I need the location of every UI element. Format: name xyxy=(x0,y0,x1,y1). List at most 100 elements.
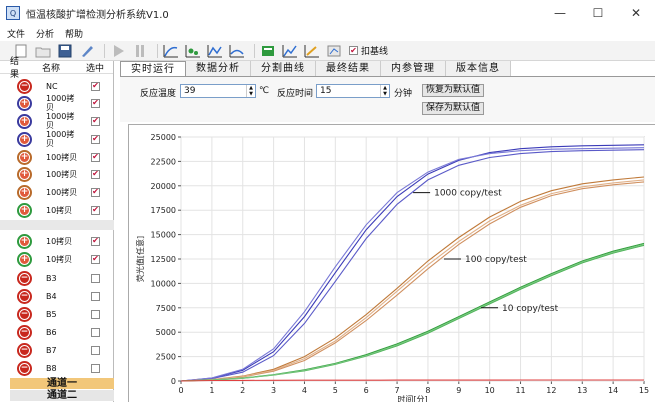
channel-name: 10拷贝 xyxy=(46,236,73,246)
header-name: 名称 xyxy=(42,63,61,74)
channel-select-checkbox[interactable]: ✔ xyxy=(91,187,100,197)
tab-split-curve[interactable]: 分割曲线 xyxy=(251,61,316,76)
channel-row[interactable]: − B6 xyxy=(0,323,114,341)
tab-internal-ref[interactable]: 内参管理 xyxy=(381,61,446,76)
baseline-label: 扣基线 xyxy=(361,47,389,57)
channel-select-checkbox[interactable] xyxy=(91,345,100,355)
baseline-toggle[interactable]: ✔ 扣基线 xyxy=(349,44,388,57)
channel-select-checkbox[interactable]: ✔ xyxy=(91,134,100,144)
minimize-button[interactable]: — xyxy=(554,6,566,20)
channel-row[interactable]: − B7 xyxy=(0,341,114,359)
channel-select-checkbox[interactable]: ✔ xyxy=(91,236,100,246)
x-axis-label: 时间[分] xyxy=(397,394,427,402)
y-tick-label: 22500 xyxy=(151,157,176,166)
channel-select-checkbox[interactable] xyxy=(91,309,100,319)
channel-select-checkbox[interactable]: ✔ xyxy=(91,116,100,126)
menu-help[interactable]: 帮助 xyxy=(65,30,84,40)
positive-result-icon: + xyxy=(17,202,32,218)
tab-final-result[interactable]: 最终结果 xyxy=(316,61,381,76)
series-line xyxy=(180,181,645,382)
channel-name: B5 xyxy=(46,309,57,319)
channel-row[interactable]: − B8 xyxy=(0,359,114,377)
toolbar-separator xyxy=(104,43,105,58)
channel-select-checkbox[interactable] xyxy=(91,273,100,283)
menu-file[interactable]: 文件 xyxy=(7,30,26,40)
channel-row[interactable]: +1000拷贝 ✔ xyxy=(0,130,114,148)
x-tick-label: 4 xyxy=(302,386,307,395)
channel-select-checkbox[interactable] xyxy=(91,291,100,301)
y-tick-label: 12500 xyxy=(151,255,176,264)
save-default-button[interactable]: 保存为默认值 xyxy=(422,102,485,115)
time-spinbox[interactable]: 15 ▲ ▼ xyxy=(316,84,390,98)
channel-row[interactable]: +10拷贝 ✔ xyxy=(0,250,114,268)
channel-select-checkbox[interactable]: ✔ xyxy=(91,205,100,215)
tab-realtime[interactable]: 实时运行 xyxy=(120,61,186,76)
channel-tab-1[interactable]: 通道一 xyxy=(10,378,114,389)
channel-row[interactable]: +10拷贝 ✔ xyxy=(0,201,114,219)
annotation-label: 10 copy/test xyxy=(502,304,559,314)
channel-row[interactable]: +100拷贝 ✔ xyxy=(0,148,114,166)
positive-result-icon: + xyxy=(17,113,32,129)
channel-name: 100拷贝 xyxy=(46,169,78,179)
x-tick-label: 5 xyxy=(333,386,338,395)
header-result: 结果 xyxy=(10,57,20,80)
chart-icon-1[interactable] xyxy=(162,43,180,59)
channel-table-header: 结果 名称 选中 xyxy=(0,57,113,80)
chart-icon-3[interactable] xyxy=(206,43,224,59)
positive-result-icon: + xyxy=(17,251,32,267)
temperature-spinbox[interactable]: 39 ▲ ▼ xyxy=(180,84,256,98)
save-icon[interactable] xyxy=(56,43,74,59)
channel-row[interactable]: − B3 xyxy=(0,269,114,287)
temperature-spin-arrows[interactable]: ▲ ▼ xyxy=(246,85,255,97)
channel-select-checkbox[interactable]: ✔ xyxy=(91,169,100,179)
amplification-chart: 0 1 2 3 4 5 6 7 8 9 10 11 12 13 14 15025005000750010000… xyxy=(135,133,649,402)
x-tick-label: 3 xyxy=(271,386,276,395)
channel-row[interactable]: +100拷贝 ✔ xyxy=(0,165,114,183)
channel-name: B7 xyxy=(46,345,57,355)
close-button[interactable]: ✕ xyxy=(630,6,642,20)
channel-tab-2[interactable]: 通道二 xyxy=(10,390,114,401)
negative-result-icon: − xyxy=(17,288,32,304)
chart-icon-7[interactable] xyxy=(303,43,321,59)
channel-name: B4 xyxy=(46,291,57,301)
channel-row[interactable]: +10拷贝 ✔ xyxy=(0,232,114,250)
channel-row[interactable]: − B4 xyxy=(0,287,114,305)
menu-analysis[interactable]: 分析 xyxy=(36,30,55,40)
temperature-value: 39 xyxy=(184,86,196,96)
x-tick-label: 11 xyxy=(515,386,525,395)
channel-select-checkbox[interactable]: ✔ xyxy=(91,81,100,91)
series-line xyxy=(180,176,645,382)
new-file-icon[interactable] xyxy=(12,43,30,59)
open-folder-icon[interactable] xyxy=(34,43,52,59)
x-tick-label: 14 xyxy=(608,386,618,395)
app-icon: Q xyxy=(6,6,20,20)
channel-row[interactable]: − NC ✔ xyxy=(0,77,114,95)
channel-select-checkbox[interactable]: ✔ xyxy=(91,98,100,108)
play-icon[interactable] xyxy=(109,43,127,59)
restore-default-button[interactable]: 恢复为默认值 xyxy=(422,84,485,97)
channel-row[interactable]: − B5 xyxy=(0,305,114,323)
channel-select-checkbox[interactable] xyxy=(91,327,100,337)
channel-row[interactable]: +1000拷贝 ✔ xyxy=(0,94,114,112)
channel-select-checkbox[interactable]: ✔ xyxy=(91,152,100,162)
x-tick-label: 7 xyxy=(395,386,400,395)
pause-icon[interactable] xyxy=(131,43,149,59)
list-divider xyxy=(0,220,114,230)
chart-icon-6[interactable] xyxy=(281,43,299,59)
maximize-button[interactable]: ☐ xyxy=(592,6,604,20)
chart-icon-8[interactable] xyxy=(325,43,343,59)
baseline-checkbox[interactable]: ✔ xyxy=(349,45,358,55)
channel-select-checkbox[interactable]: ✔ xyxy=(91,254,100,264)
channel-row[interactable]: +100拷贝 ✔ xyxy=(0,183,114,201)
tab-version-info[interactable]: 版本信息 xyxy=(446,61,511,76)
chart-icon-4[interactable] xyxy=(228,43,246,59)
channel-select-checkbox[interactable] xyxy=(91,363,100,373)
time-spin-arrows[interactable]: ▲ ▼ xyxy=(380,85,389,97)
channel-name: 1000拷贝 xyxy=(46,94,75,112)
channel-name: B8 xyxy=(46,363,57,373)
chart-icon-2[interactable] xyxy=(184,43,202,59)
chart-icon-5[interactable] xyxy=(259,43,277,59)
channel-row[interactable]: +1000拷贝 ✔ xyxy=(0,112,114,130)
tab-data-analysis[interactable]: 数据分析 xyxy=(186,61,251,76)
brush-icon[interactable] xyxy=(78,43,96,59)
